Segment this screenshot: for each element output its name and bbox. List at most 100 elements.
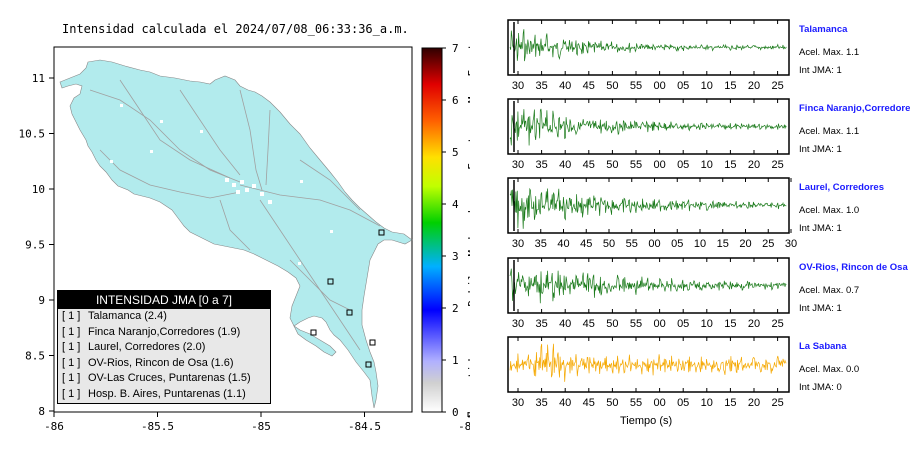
waveform-tick-label: 50	[603, 238, 615, 250]
waveform-panel: 30 35 40 45 50 55 00 05 10 15 20 25	[507, 336, 790, 409]
map-y-tick-label: 9.5	[25, 239, 45, 252]
waveform-tick-label: 15	[724, 80, 736, 92]
legend-item: [ 1 ] Talamanca (2.4)	[58, 309, 270, 325]
waveform-tick-label: 00	[653, 318, 665, 330]
legend-item-label: Laurel, Corredores (2.0)	[88, 341, 206, 353]
legend-item-label: OV-Las Cruces, Puntarenas (1.5)	[88, 372, 251, 384]
legend-item-label: Hosp. B. Aires, Puntarenas (1.1)	[88, 387, 246, 400]
station-max-acceleration: Acel. Max. 1.1	[799, 47, 860, 58]
station-name: OV-Rios, Rincon de Osa	[799, 262, 908, 273]
town-markers	[110, 104, 333, 265]
waveform-trace	[509, 343, 787, 382]
waveform-tick-label: 20	[748, 318, 760, 330]
legend-item-intensity: [ 1 ]	[62, 356, 81, 369]
waveform-tick-label: 45	[583, 159, 595, 171]
colorbar-tick-label: 1	[452, 354, 459, 367]
legend-item-label: OV-Rios, Rincon de Osa (1.6)	[88, 356, 234, 369]
colorbar-category-label: Fuerte	[466, 130, 470, 170]
waveform-tick-label: 05	[677, 159, 689, 171]
waveform-tick-label: 30	[512, 238, 524, 250]
station-jma-intensity: Int JMA: 1	[799, 303, 842, 314]
map-y-tick-label: 9	[38, 294, 45, 307]
intensity-legend: INTENSIDAD JMA [0 a 7] [ 1 ] Talamanca (2…	[57, 290, 271, 404]
map-x-tick-label: -85.5	[141, 420, 174, 433]
waveform-tick-label: 00	[648, 238, 660, 250]
colorbar-tick-label: 7	[452, 42, 459, 55]
colorbar-category-label: Muy Fuerte	[466, 37, 470, 103]
waveform-tick-label: 45	[583, 318, 595, 330]
waveform-tick-label: 05	[677, 80, 689, 92]
waveform-tick-label: 05	[677, 318, 689, 330]
colorbar	[421, 47, 443, 413]
station-name: Finca Naranjo,Corredores	[799, 103, 910, 114]
colorbar-labels: No sentido Debil Moderado Fuerte Muy Fuerte	[466, 37, 470, 418]
legend-item-intensity: [ 1 ]	[62, 372, 81, 384]
station-max-acceleration: Acel. Max. 1.1	[799, 126, 860, 137]
colorbar-tick-label: 6	[452, 94, 459, 107]
colorbar-tick-label: 4	[452, 198, 459, 211]
station-name: Laurel, Corredores	[799, 182, 884, 193]
map-x-tick-label: -86	[44, 420, 64, 433]
waveform-tick-label: 55	[630, 318, 642, 330]
map-y-tick-label: 11	[32, 72, 45, 85]
waveform-tick-label: 35	[535, 238, 547, 250]
waveform-tick-label: 55	[630, 397, 642, 409]
waveform-trace	[509, 29, 787, 62]
legend-item: [ 1 ] OV-Rios, Rincon de Osa (1.6)	[58, 356, 270, 372]
station-max-acceleration: Acel. Max. 0.0	[799, 364, 860, 375]
waveform-tick-label: 35	[535, 397, 547, 409]
station-jma-intensity: Int JMA: 1	[799, 65, 842, 76]
waveform-tick-label: 50	[606, 318, 618, 330]
waveform-tick-label: 40	[559, 397, 571, 409]
waveform-tick-label: 15	[717, 238, 729, 250]
waveform-tick-label: 55	[626, 238, 638, 250]
waveform-tick-label: 50	[606, 397, 618, 409]
waveform-trace	[509, 268, 787, 304]
map-x-tick-label: -85	[251, 420, 271, 433]
station-jma-intensity: Int JMA: 1	[799, 223, 842, 234]
legend-item-intensity: [ 1 ]	[62, 341, 81, 353]
waveform-tick-label: 30	[512, 80, 524, 92]
waveform-panel: 30 35 40 45 50 55 00 05 10 15 20 25	[507, 98, 790, 171]
legend-item: [ 1 ] Laurel, Corredores (2.0)	[58, 340, 270, 356]
page-title: Intensidad calculada el 2024/07/08_06:33…	[62, 22, 409, 36]
waveform-tick-label: 25	[771, 80, 783, 92]
waveform-tick-label: 20	[748, 397, 760, 409]
waveform-tick-label: 30	[512, 318, 524, 330]
legend-item-intensity: [ 1 ]	[62, 310, 81, 322]
waveform-tick-label: 10	[701, 80, 713, 92]
waveform-tick-label: 40	[559, 318, 571, 330]
waveform-tick-label: 20	[739, 238, 751, 250]
waveform-tick-label: 05	[671, 238, 683, 250]
waveform-tick-label: 35	[535, 318, 547, 330]
waveform-tick-label: 25	[771, 318, 783, 330]
station-jma-intensity: Int JMA: 1	[799, 144, 842, 155]
map-x-tick-label: -84	[458, 420, 470, 433]
waveform-tick-label: 00	[653, 159, 665, 171]
legend-item: [ 1 ] OV-Las Cruces, Puntarenas (1.5)	[58, 371, 270, 387]
waveform-tick-label: 35	[535, 80, 547, 92]
colorbar-category-label: No sentido	[466, 352, 470, 418]
legend-item-label: Talamanca (2.4)	[88, 310, 167, 322]
colorbar-category-label: Debil	[466, 273, 470, 306]
waveform-tick-label: 10	[701, 159, 713, 171]
legend-title: INTENSIDAD JMA [0 a 7]	[58, 291, 270, 309]
waveform-tick-label: 50	[606, 80, 618, 92]
waveform-tick-label: 00	[653, 397, 665, 409]
colorbar-tick-label: 2	[452, 302, 459, 315]
waveform-tick-label: 25	[771, 397, 783, 409]
waveform-trace	[509, 108, 787, 146]
waveform-tick-label: 10	[694, 238, 706, 250]
colorbar-tick-label: 3	[452, 250, 459, 263]
waveform-x-axis-label: Tiempo (s)	[620, 415, 673, 427]
waveform-tick-label: 10	[701, 397, 713, 409]
legend-item: [ 1 ] Finca Naranjo,Corredores (1.9)	[58, 325, 270, 341]
waveform-tick-label: 55	[630, 159, 642, 171]
waveform-tick-label: 00	[653, 80, 665, 92]
station-max-acceleration: Acel. Max. 0.7	[799, 285, 860, 296]
map-y-tick-label: 10.5	[19, 128, 46, 141]
station-markers[interactable]	[310, 229, 385, 368]
waveform-panel: 30 35 40 45 50 55 00 05 10 15 20 25	[507, 257, 790, 330]
waveform-tick-label: 45	[580, 238, 592, 250]
